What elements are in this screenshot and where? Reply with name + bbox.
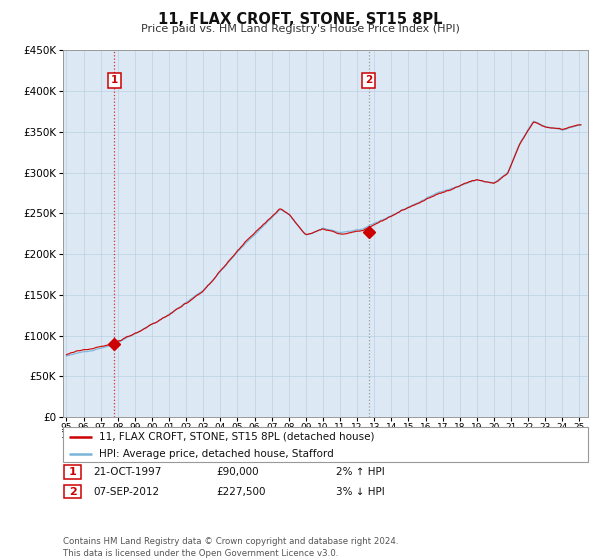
Text: 1: 1	[69, 467, 76, 477]
Text: 21-OCT-1997: 21-OCT-1997	[93, 467, 161, 477]
Text: 11, FLAX CROFT, STONE, ST15 8PL: 11, FLAX CROFT, STONE, ST15 8PL	[158, 12, 442, 27]
Text: 07-SEP-2012: 07-SEP-2012	[93, 487, 159, 497]
Text: £90,000: £90,000	[216, 467, 259, 477]
Text: Price paid vs. HM Land Registry's House Price Index (HPI): Price paid vs. HM Land Registry's House …	[140, 24, 460, 34]
Bar	[64, 485, 81, 498]
Text: 2: 2	[69, 487, 76, 497]
Text: £227,500: £227,500	[216, 487, 265, 497]
Text: 2: 2	[365, 76, 372, 86]
Text: 2% ↑ HPI: 2% ↑ HPI	[336, 467, 385, 477]
Text: 11, FLAX CROFT, STONE, ST15 8PL (detached house): 11, FLAX CROFT, STONE, ST15 8PL (detache…	[98, 432, 374, 442]
Text: 1: 1	[110, 76, 118, 86]
Bar	[64, 465, 81, 479]
Text: Contains HM Land Registry data © Crown copyright and database right 2024.
This d: Contains HM Land Registry data © Crown c…	[63, 537, 398, 558]
Text: HPI: Average price, detached house, Stafford: HPI: Average price, detached house, Staf…	[98, 449, 334, 459]
Text: 3% ↓ HPI: 3% ↓ HPI	[336, 487, 385, 497]
